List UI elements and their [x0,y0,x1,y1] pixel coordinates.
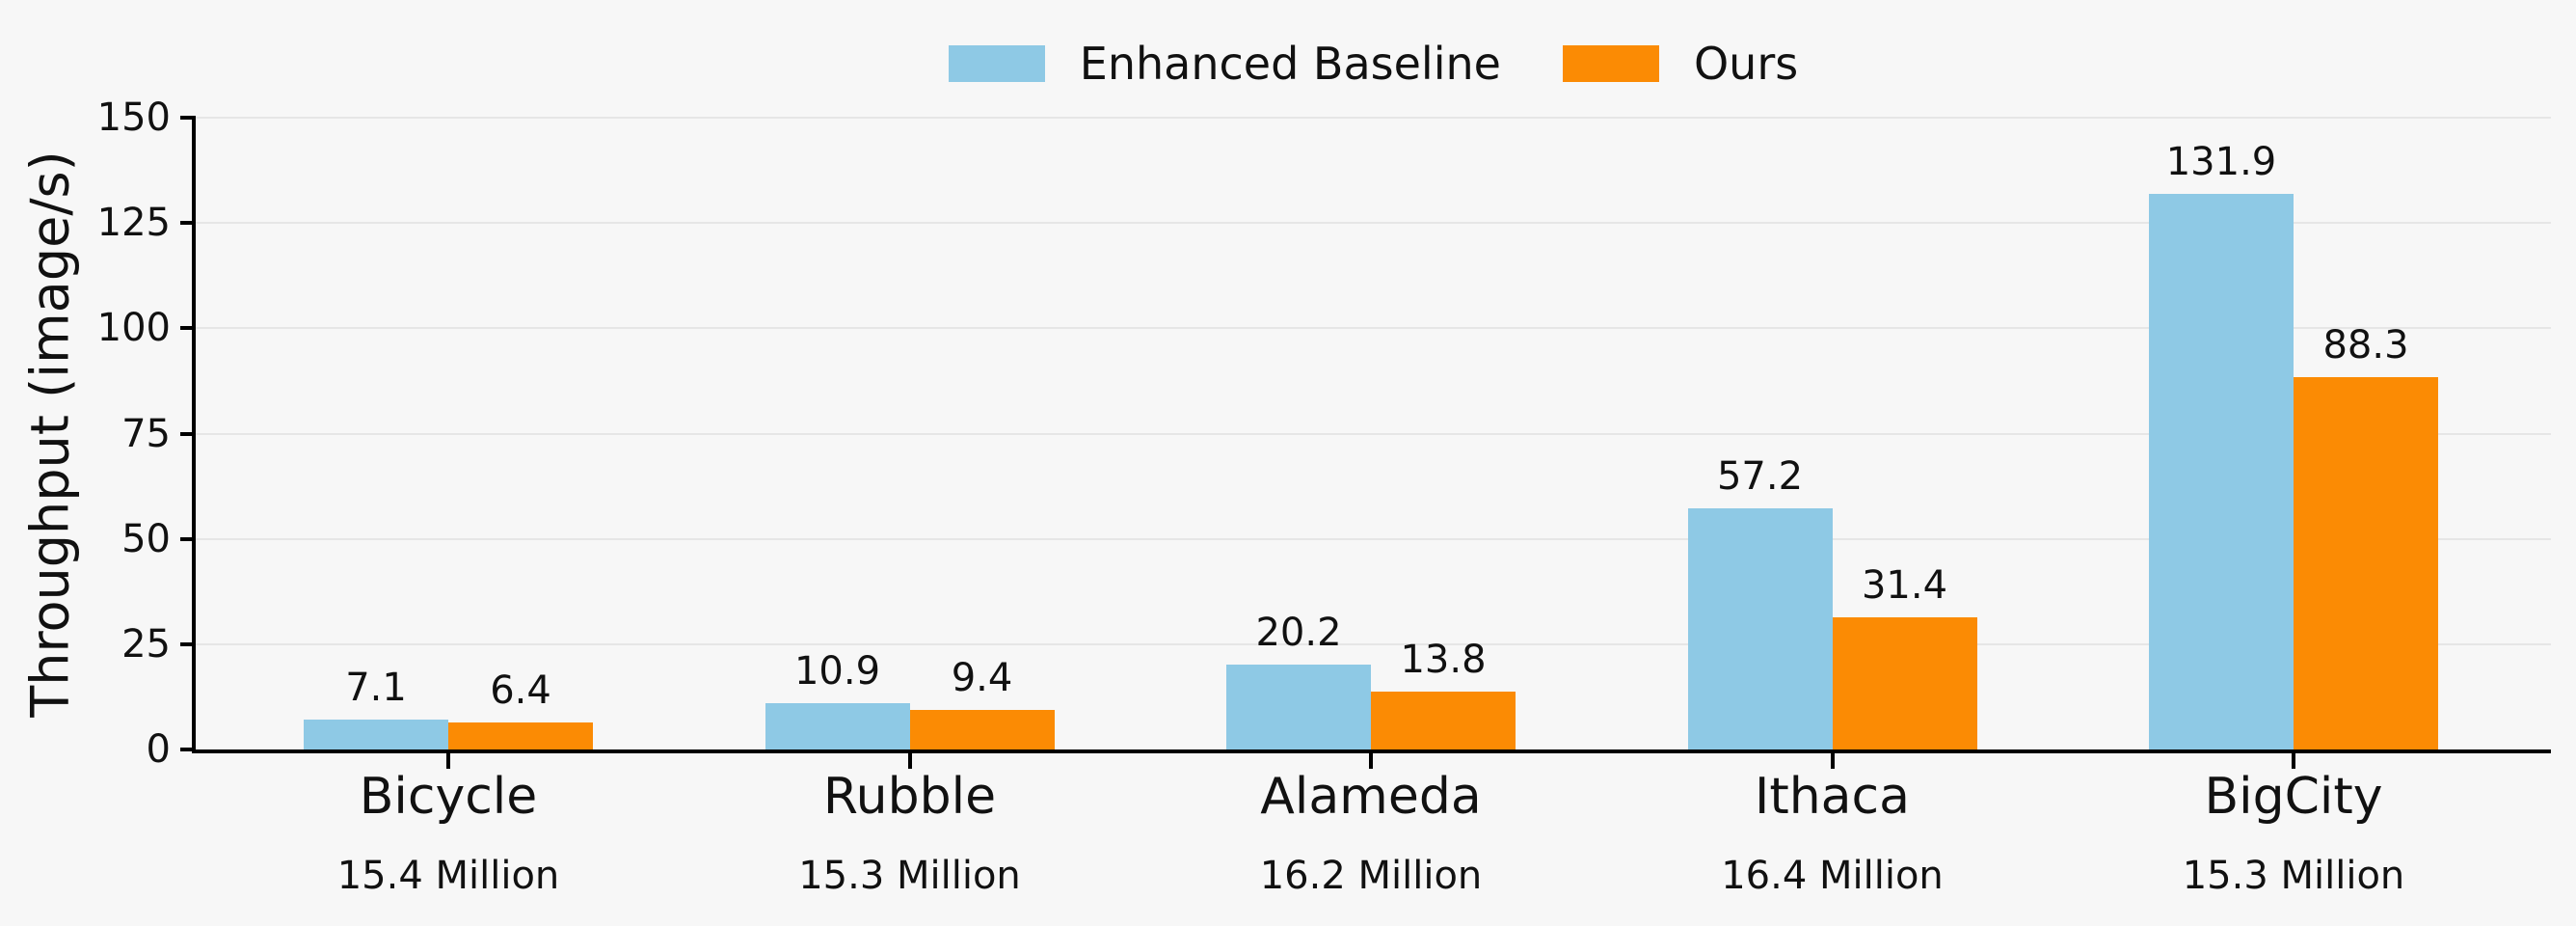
bar-ours-bigcity [2294,377,2438,749]
x-category-label-bigcity: BigCity [2204,768,2383,826]
legend-swatch-ours-icon [1562,45,1659,82]
bar-ours-bicycle [448,722,593,749]
bar-value-label: 88.3 [2322,323,2409,368]
y-tick-label-75: 75 [121,411,171,456]
legend-swatch-enhanced-baseline-icon [948,45,1045,82]
y-tick-label-0: 0 [146,727,171,772]
x-tick-ithaca [1830,751,1835,769]
y-tick-100 [180,326,196,331]
bar-ours-rubble [909,709,1055,749]
bar-value-label: 57.2 [1716,454,1804,500]
x-axis-spine [192,749,2551,753]
bar-value-label: 7.1 [345,665,407,710]
x-category-sublabel-ithaca: 16.4 Million [1721,854,1944,898]
x-category-sublabel-bicycle: 15.4 Million [336,854,560,898]
x-tick-bigcity [2292,751,2295,769]
y-tick-50 [180,536,196,541]
legend-label-ours: Ours [1693,38,1799,90]
y-tick-150 [180,116,196,120]
bar-value-label: 6.4 [490,668,551,714]
bar-value-label: 13.8 [1400,637,1487,682]
bar-ours-alameda [1371,691,1516,749]
y-tick-label-25: 25 [121,621,171,667]
x-category-label-alameda: Alameda [1260,768,1482,826]
chart-legend: Enhanced Baseline Ours [196,35,2551,93]
bar-enhanced-baseline-bigcity [2149,194,2294,749]
legend-item-enhanced-baseline: Enhanced Baseline [948,35,1501,93]
x-tick-bicycle [446,751,450,769]
y-tick-label-125: 125 [96,201,171,246]
y-tick-label-100: 100 [96,306,171,351]
gridline-125 [196,222,2551,225]
gridline-150 [196,117,2551,119]
y-tick-label-150: 150 [96,95,171,140]
gridline-25 [196,642,2551,645]
x-category-label-bicycle: Bicycle [359,768,538,826]
gridline-75 [196,432,2551,435]
bar-enhanced-baseline-rubble [765,703,910,749]
legend-item-ours: Ours [1562,35,1799,93]
bar-enhanced-baseline-alameda [1226,664,1371,749]
y-tick-25 [180,641,196,646]
bar-enhanced-baseline-bicycle [304,719,448,749]
x-category-sublabel-bigcity: 15.3 Million [2182,854,2405,898]
y-tick-label-50: 50 [121,516,171,561]
gridline-50 [196,537,2551,540]
x-category-sublabel-alameda: 16.2 Million [1259,854,1483,898]
bar-value-label: 131.9 [2165,140,2277,185]
bar-value-label: 10.9 [793,649,881,694]
y-tick-75 [180,431,196,436]
x-category-label-rubble: Rubble [822,768,997,826]
bar-enhanced-baseline-ithaca [1687,508,1833,749]
bar-ours-ithaca [1832,616,1977,749]
x-tick-rubble [907,751,912,769]
y-axis-spine [192,118,196,753]
legend-label-enhanced-baseline: Enhanced Baseline [1079,38,1501,90]
bar-value-label: 20.2 [1255,610,1342,655]
x-category-sublabel-rubble: 15.3 Million [798,854,1021,898]
y-tick-0 [180,748,196,751]
x-tick-alameda [1369,751,1373,769]
bar-value-label: 9.4 [951,655,1013,700]
x-category-label-ithaca: Ithaca [1754,768,1910,826]
bar-value-label: 31.4 [1861,562,1948,608]
gridline-100 [196,327,2551,330]
y-tick-125 [180,221,196,226]
